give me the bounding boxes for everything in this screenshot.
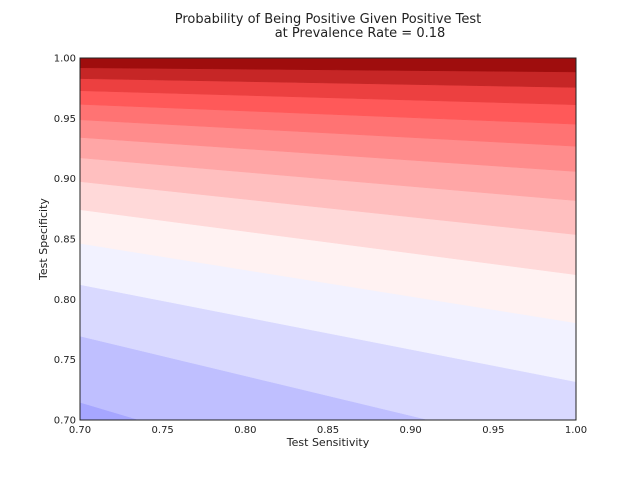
contour-bands	[80, 58, 576, 420]
chart-title-line1: Probability of Being Positive Given Posi…	[175, 12, 482, 27]
y-tick-label: 0.75	[54, 355, 76, 366]
chart-title-line2: at Prevalence Rate = 0.18	[275, 26, 446, 41]
x-axis-ticks: 0.70 0.75 0.80 0.85 0.90 0.95 1.00	[69, 425, 587, 436]
x-tick-label: 0.80	[234, 425, 256, 436]
y-tick-label: 0.85	[54, 235, 76, 246]
y-axis-ticks: 0.70 0.75 0.80 0.85 0.90 0.95 1.00	[54, 54, 76, 427]
x-tick-label: 0.85	[317, 425, 339, 436]
y-tick-label: 0.80	[54, 295, 76, 306]
y-tick-label: 1.00	[54, 54, 76, 65]
x-tick-label: 0.70	[69, 425, 91, 436]
y-tick-label: 0.90	[54, 174, 76, 185]
x-tick-label: 1.00	[565, 425, 587, 436]
x-tick-label: 0.90	[400, 425, 422, 436]
plot-frame	[79, 57, 577, 421]
x-axis-label: Test Sensitivity	[286, 436, 370, 449]
y-axis-label: Test Specificity	[37, 198, 50, 281]
contour-band	[80, 58, 576, 73]
y-tick-label: 0.95	[54, 114, 76, 125]
x-tick-label: 0.75	[152, 425, 174, 436]
y-tick-label: 0.70	[54, 416, 76, 427]
x-tick-label: 0.95	[482, 425, 504, 436]
